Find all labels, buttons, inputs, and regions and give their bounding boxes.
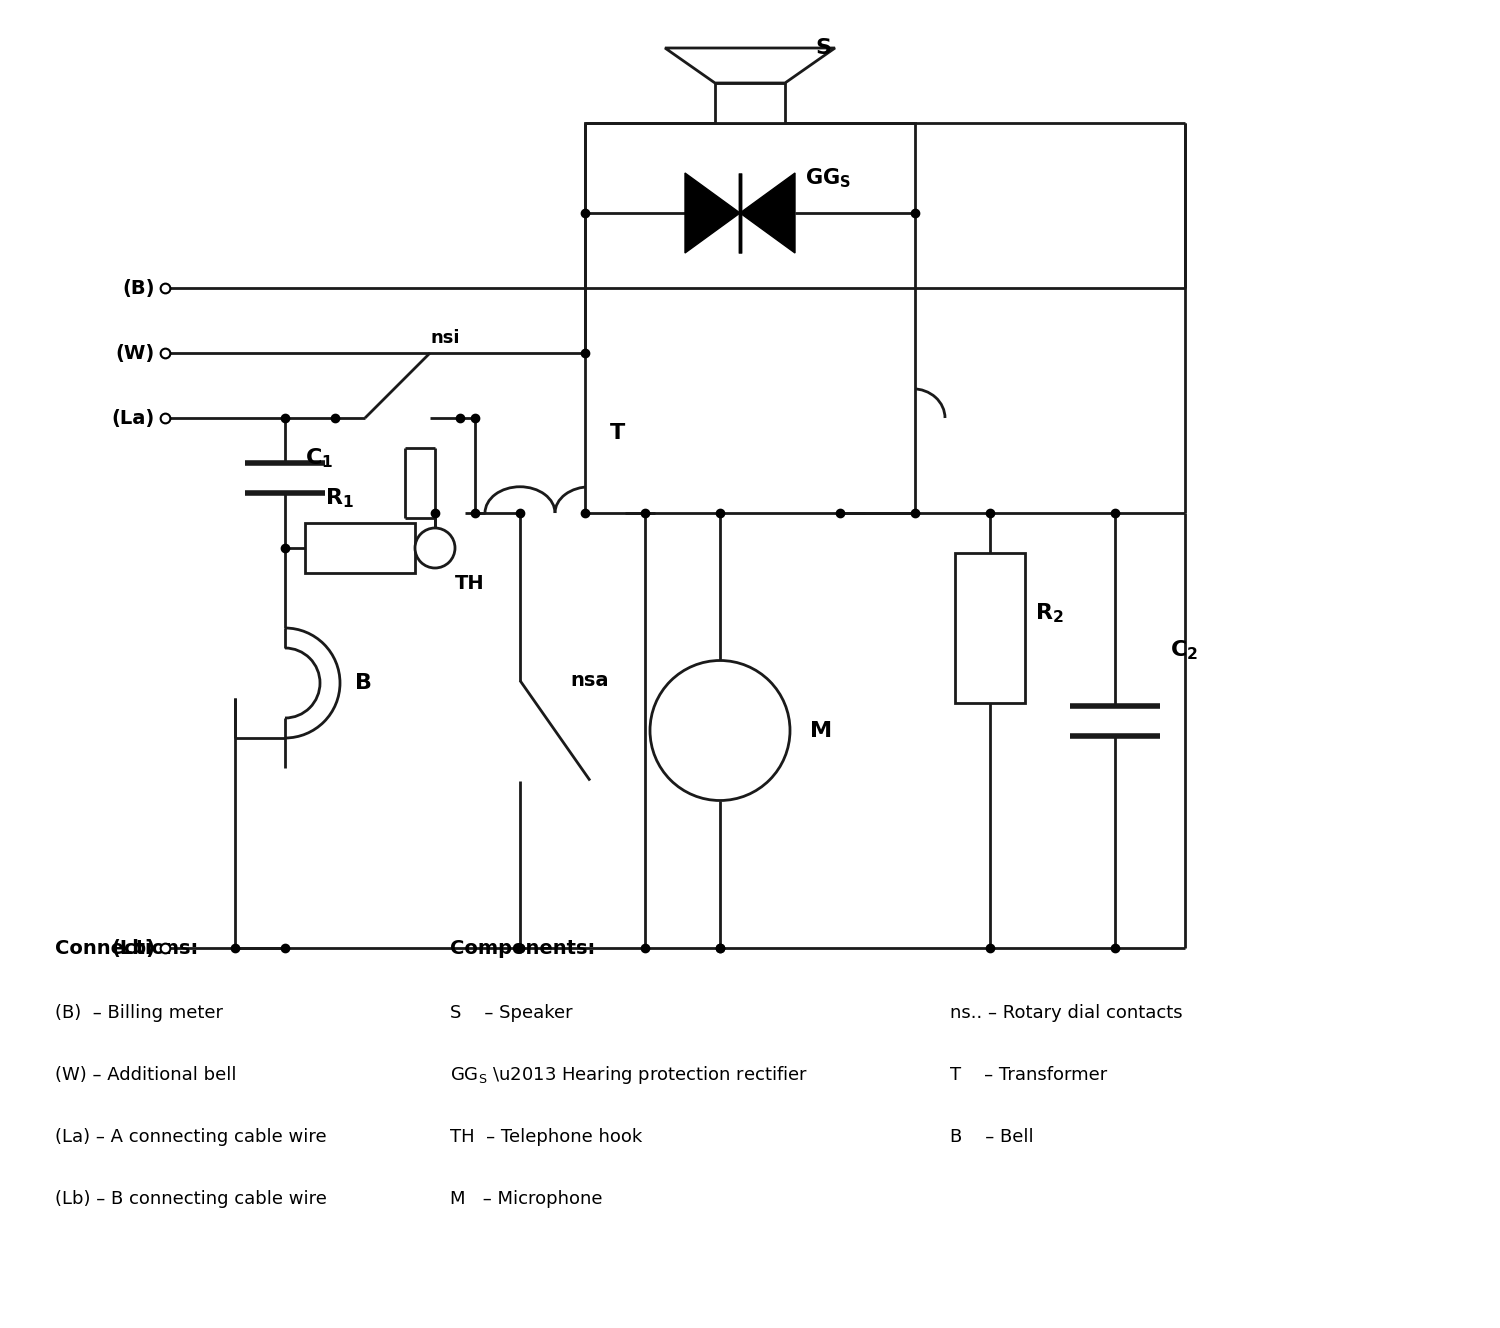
Text: (La): (La) [111, 409, 154, 428]
Text: T: T [610, 424, 626, 444]
Circle shape [416, 529, 454, 568]
Text: (La) – A connecting cable wire: (La) – A connecting cable wire [56, 1127, 327, 1146]
Text: R$_\mathregular{2}$: R$_\mathregular{2}$ [1035, 602, 1064, 624]
Text: (W) – Additional bell: (W) – Additional bell [56, 1066, 237, 1084]
Text: Components:: Components: [450, 939, 596, 957]
Text: (W): (W) [116, 344, 154, 363]
Text: nsa: nsa [570, 671, 609, 691]
Text: GG$_\mathregular{S}$: GG$_\mathregular{S}$ [806, 166, 850, 190]
Text: (Lb): (Lb) [111, 939, 154, 957]
Text: S    – Speaker: S – Speaker [450, 1004, 573, 1023]
Text: R$_\mathregular{1}$: R$_\mathregular{1}$ [326, 486, 354, 510]
Text: TH  – Telephone hook: TH – Telephone hook [450, 1127, 642, 1146]
Circle shape [650, 660, 790, 801]
Text: C$_\mathregular{2}$: C$_\mathregular{2}$ [1170, 639, 1198, 663]
Bar [585, 124, 915, 513]
Polygon shape [740, 173, 795, 254]
Text: T    – Transformer: T – Transformer [950, 1066, 1107, 1084]
Text: TH: TH [454, 574, 484, 592]
Text: B: B [356, 673, 372, 693]
Bar [304, 523, 416, 572]
Text: B    – Bell: B – Bell [950, 1127, 1034, 1146]
Text: (Lb) – B connecting cable wire: (Lb) – B connecting cable wire [56, 1190, 327, 1208]
Bar [716, 84, 784, 124]
Text: M   – Microphone: M – Microphone [450, 1190, 603, 1208]
Polygon shape [664, 48, 836, 84]
Text: (B): (B) [123, 279, 154, 297]
Text: Connections:: Connections: [56, 939, 198, 957]
Text: GG$_\mathregular{S}$ \u2013 Hearing protection rectifier: GG$_\mathregular{S}$ \u2013 Hearing prot… [450, 1064, 808, 1086]
Text: (B)  – Billing meter: (B) – Billing meter [56, 1004, 223, 1023]
Text: C$_\mathregular{1}$: C$_\mathregular{1}$ [304, 446, 333, 470]
Text: S: S [815, 39, 831, 58]
Text: ns.. – Rotary dial contacts: ns.. – Rotary dial contacts [950, 1004, 1182, 1023]
Text: nsi: nsi [430, 329, 459, 347]
Polygon shape [686, 173, 740, 254]
Bar [956, 552, 1024, 703]
Text: M: M [810, 721, 832, 741]
